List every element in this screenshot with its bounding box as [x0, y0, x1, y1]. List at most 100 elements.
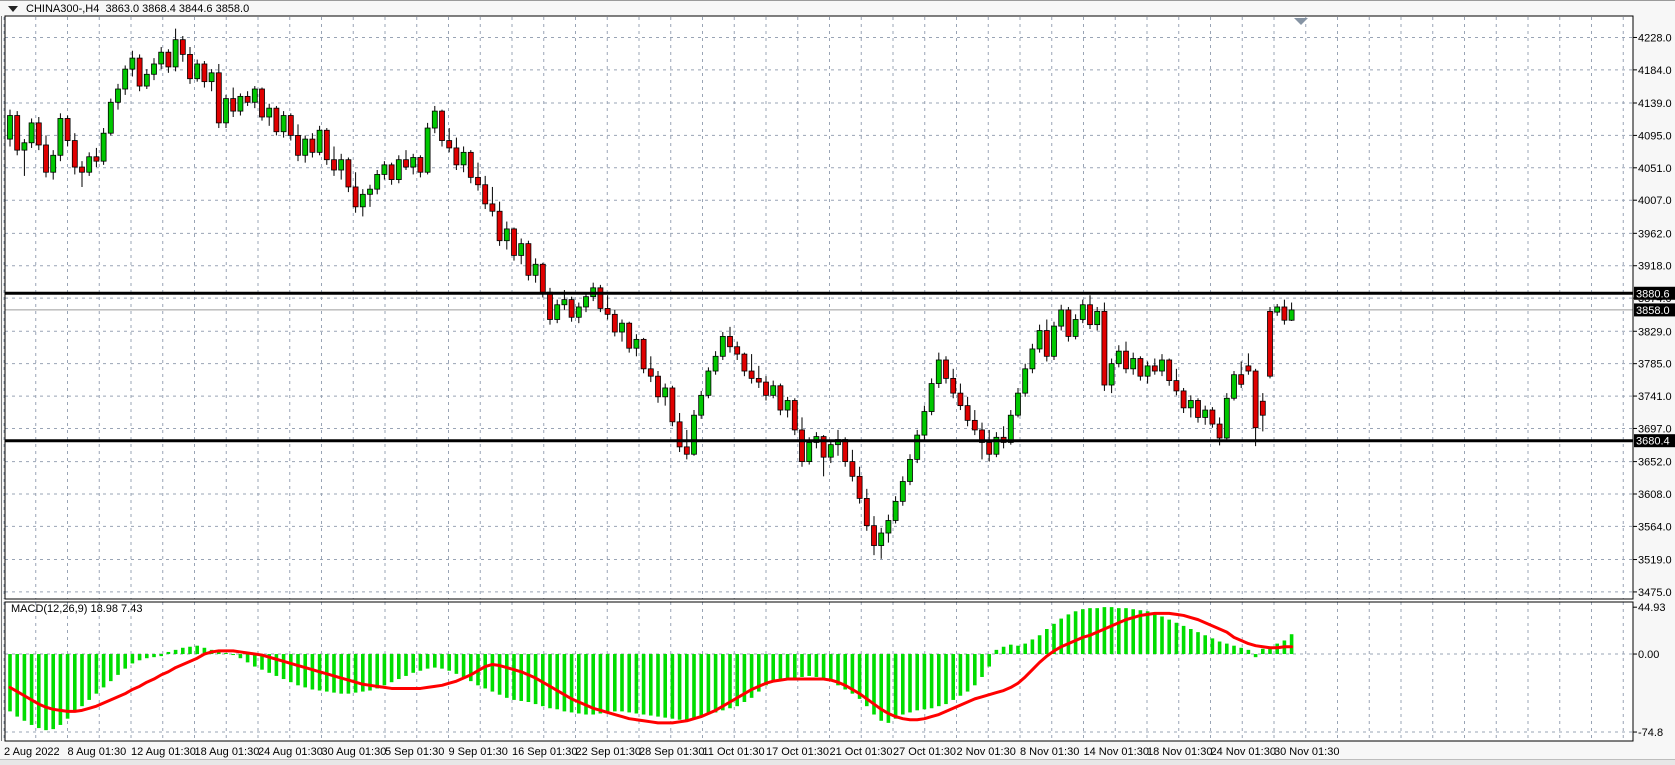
- macd-histogram-bar: [461, 654, 466, 677]
- candle-body: [1231, 374, 1237, 399]
- macd-histogram-bar: [1253, 654, 1258, 658]
- macd-histogram-bar: [447, 654, 451, 671]
- candle-body: [151, 63, 157, 75]
- macd-histogram-bar: [627, 654, 631, 713]
- candle-body: [885, 520, 892, 534]
- price-axis-label: 3652.0: [1638, 457, 1672, 469]
- candle-body: [827, 444, 834, 458]
- candle-body: [1245, 365, 1252, 372]
- candle-body: [979, 429, 985, 443]
- candle-body: [705, 370, 712, 396]
- price-tag: 3858.0: [1634, 303, 1675, 317]
- candle-body: [734, 346, 741, 355]
- candle-body: [856, 475, 863, 499]
- candle-body: [748, 370, 755, 379]
- macd-histogram-bar: [850, 654, 855, 694]
- chart-shift-marker-icon[interactable]: [1294, 18, 1308, 25]
- candle-body: [892, 500, 899, 521]
- candle-body: [611, 313, 618, 333]
- price-axis-label: 3741.0: [1638, 391, 1672, 403]
- candle-body: [453, 147, 460, 166]
- macd-histogram-bar: [1023, 643, 1027, 655]
- bottom-scroll-strip[interactable]: [0, 759, 1675, 765]
- candle-body: [79, 166, 85, 173]
- candle-body: [266, 107, 273, 118]
- candle-body: [676, 421, 683, 448]
- macd-histogram-bar: [1088, 608, 1092, 655]
- time-axis-label: 18 Nov 01:30: [1147, 746, 1212, 758]
- candle-body: [1281, 306, 1288, 321]
- candle-body: [158, 51, 165, 65]
- candle-body: [410, 157, 417, 168]
- macd-histogram-bar: [181, 647, 185, 655]
- price-axis-label: 3829.0: [1638, 326, 1672, 338]
- macd-histogram-bar: [425, 654, 430, 669]
- macd-histogram-bar: [483, 654, 487, 689]
- candle-body: [259, 88, 265, 118]
- candle-body: [14, 115, 21, 151]
- candle-body: [683, 446, 690, 455]
- macd-histogram-bar: [159, 654, 163, 657]
- time-axis-label: 16 Sep 01:30: [512, 746, 577, 758]
- macd-histogram-bar: [260, 654, 264, 670]
- candle-body: [1180, 390, 1187, 409]
- macd-histogram-bar: [980, 654, 984, 677]
- candle-body: [626, 322, 633, 349]
- macd-histogram-bar: [1189, 629, 1193, 655]
- candle-body: [755, 377, 762, 383]
- macd-histogram-bar: [1196, 632, 1200, 655]
- time-axis-label: 27 Oct 01:30: [893, 746, 956, 758]
- macd-panel-frame: [4, 601, 1634, 742]
- macd-histogram-bar: [721, 654, 725, 711]
- macd-histogram-bar: [51, 654, 55, 730]
- candle-body: [302, 138, 309, 156]
- macd-histogram-bar: [1232, 645, 1236, 655]
- candle-body: [1151, 365, 1158, 372]
- one-click-trading-dropdown-icon[interactable]: [8, 6, 18, 12]
- price-tag: 3680.4: [1634, 434, 1675, 448]
- macd-histogram-bar: [58, 654, 63, 725]
- candle-body: [1202, 409, 1209, 418]
- macd-histogram-bar: [901, 654, 905, 715]
- macd-histogram-bar: [195, 645, 199, 655]
- price-axis-label: 3475.0: [1638, 587, 1672, 599]
- macd-histogram-bar: [253, 654, 257, 667]
- macd-histogram-bar: [836, 654, 840, 686]
- candle-body: [698, 394, 705, 416]
- macd-signal-line: [8, 611, 1294, 725]
- candle-body: [1137, 358, 1144, 377]
- macd-histogram-bar: [332, 654, 336, 693]
- time-axis-label: 18 Aug 01:30: [195, 746, 260, 758]
- candle-body: [1065, 309, 1072, 337]
- macd-histogram-bar: [15, 654, 19, 717]
- candle-body: [1115, 350, 1122, 365]
- macd-histogram-bar: [1160, 616, 1164, 655]
- candle-body: [1087, 304, 1093, 326]
- macd-histogram-bar: [670, 654, 675, 719]
- price-axis: 4228.0 4184.0 4139.0 4095.0 4051.0 4007.0 3962…: [1633, 32, 1672, 739]
- candlestick-series: [7, 28, 1295, 559]
- time-axis-label: 21 Oct 01:30: [830, 746, 893, 758]
- macd-histogram-bar: [152, 654, 156, 658]
- macd-histogram-bar: [764, 654, 768, 686]
- candle-body: [1274, 306, 1281, 313]
- price-axis-label: 4139.0: [1638, 98, 1672, 110]
- candle-body: [179, 39, 186, 55]
- macd-histogram-bar: [267, 654, 271, 673]
- candle-body: [907, 458, 913, 482]
- macd-histogram-bar: [512, 654, 516, 700]
- macd-histogram-bar: [353, 654, 358, 693]
- price-axis-label: 3918.0: [1638, 261, 1672, 273]
- candle-body: [1094, 310, 1101, 326]
- macd-histogram-bar: [433, 654, 437, 668]
- candle-body: [475, 176, 481, 186]
- candle-body: [100, 132, 107, 162]
- macd-histogram-bar: [37, 654, 41, 729]
- candle-body: [496, 210, 503, 242]
- macd-histogram-bar: [1117, 608, 1121, 655]
- candle-body: [273, 107, 280, 133]
- time-axis-label: 17 Oct 01:30: [766, 746, 829, 758]
- time-axis-label: 9 Sep 01:30: [449, 746, 508, 758]
- symbol-ohlc-label: CHINA300-,H4 3863.0 3868.4 3844.6 3858.0: [26, 2, 250, 15]
